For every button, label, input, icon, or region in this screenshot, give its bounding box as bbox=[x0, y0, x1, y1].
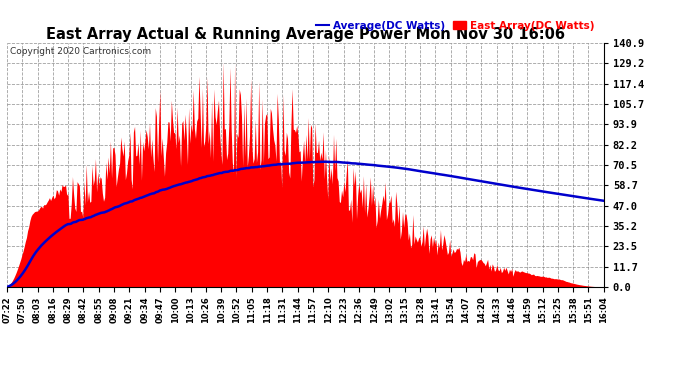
Title: East Array Actual & Running Average Power Mon Nov 30 16:06: East Array Actual & Running Average Powe… bbox=[46, 27, 565, 42]
Legend: Average(DC Watts), East Array(DC Watts): Average(DC Watts), East Array(DC Watts) bbox=[312, 16, 598, 35]
Text: Copyright 2020 Cartronics.com: Copyright 2020 Cartronics.com bbox=[10, 47, 152, 56]
